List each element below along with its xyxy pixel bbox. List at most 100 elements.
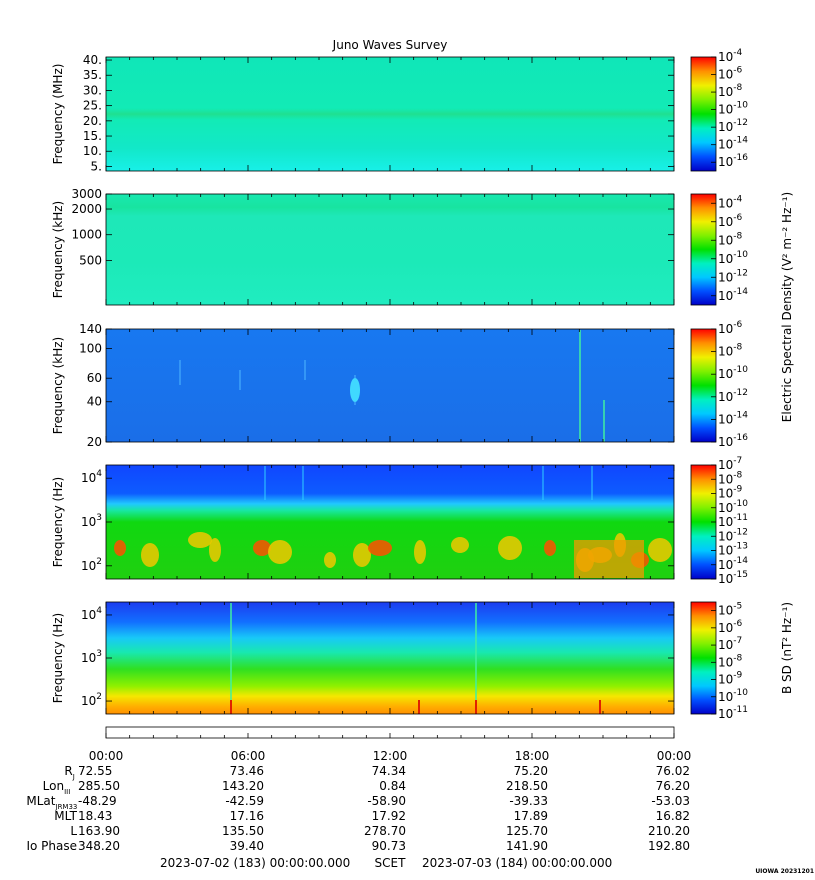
emission-burst — [114, 540, 126, 556]
panel-hz: 102 103 104 Frequency (Hz) — [51, 464, 675, 580]
ephemeris-value: 143.20 — [222, 779, 264, 793]
ephemeris-value: 192.80 — [648, 839, 690, 853]
colorbar-tick-label: 10-5 — [718, 602, 742, 618]
colorbar-tick-label: 10-8 — [718, 231, 743, 247]
y-tick-label: 35. — [83, 68, 102, 82]
colorbar-hz: 10-710-810-910-1010-1110-1210-1310-1410-… — [690, 456, 748, 586]
y-tick-label: 102 — [81, 557, 102, 573]
ephemeris-value: 135.50 — [222, 824, 264, 838]
y-tick-label: 2000 — [71, 202, 102, 216]
ephemeris-row-subscript: J — [72, 773, 75, 781]
colorbar-tick-label: 10-15 — [718, 570, 748, 586]
time-tick-label: 06:00 — [231, 749, 266, 763]
y-tick-label: 30. — [83, 83, 102, 97]
ephemeris-row-label: MLat — [26, 794, 55, 808]
time-axis: 00:00 06:00 12:00 18:00 00:00 R J 72.55 73.46 74.… — [26, 726, 692, 853]
colorbar-tick-label: 10-10 — [718, 365, 748, 381]
spectrogram-khz_low — [106, 329, 674, 442]
colorbar-khz_high: 10-4 10-6 10-8 10-10 10-12 10-14 — [690, 193, 748, 306]
ephemeris-value: -39.33 — [509, 794, 548, 808]
ephemeris-value: 39.40 — [230, 839, 264, 853]
ephemeris-value: -48.29 — [78, 794, 117, 808]
colorbar-tick-label: 10-8 — [718, 83, 743, 99]
y-tick-label: 5. — [91, 159, 102, 173]
chart-title: Juno Waves Survey — [332, 38, 448, 52]
emission-burst — [544, 540, 556, 556]
emission-burst — [648, 538, 672, 562]
ephemeris-value: 163.90 — [78, 824, 120, 838]
colorbar-tick-label: 10-8 — [718, 653, 743, 669]
ephemeris-row-label: Lon — [43, 779, 64, 793]
emission-burst — [324, 552, 336, 568]
ephemeris-row-subscript: JRM33 — [55, 803, 78, 811]
ephemeris-value: 72.55 — [78, 764, 112, 778]
ephemeris-value: 18.43 — [78, 809, 112, 823]
emission-burst — [253, 540, 271, 556]
ephemeris-value: 73.46 — [230, 764, 264, 778]
y-tick-label: 500 — [79, 253, 102, 267]
ephemeris-value: 75.20 — [514, 764, 548, 778]
ephemeris-value: 218.50 — [506, 779, 548, 793]
burst-blob — [350, 378, 360, 402]
emission-burst — [353, 543, 371, 567]
y-tick-label: 40. — [83, 53, 102, 67]
colorbar-gradient — [690, 193, 717, 306]
scet-start: 2023-07-02 (183) 00:00:00.000 — [160, 856, 350, 870]
ephemeris-value: 141.90 — [506, 839, 548, 853]
colorbar-tick-label: 10-9 — [718, 671, 743, 687]
spectrogram-bsd — [106, 602, 674, 714]
ephemeris-value: 90.73 — [372, 839, 406, 853]
colorbar-tick-label: 10-12 — [718, 268, 748, 284]
y-tick-label: 1000 — [71, 228, 102, 242]
panel-khz_low: 20 40 60 100 140 Frequency (kHz) — [51, 322, 675, 449]
time-tick-label: 12:00 — [373, 749, 408, 763]
ephemeris-value: 16.82 — [656, 809, 690, 823]
colorbar-tick-label: 10-14 — [718, 410, 748, 426]
time-tick-label: 00:00 — [657, 749, 692, 763]
y-axis-label: Frequency (MHz) — [51, 64, 65, 165]
colorbar-tick-label: 10-4 — [718, 48, 743, 64]
emission-burst — [268, 540, 292, 564]
colorbar-tick-label: 10-11 — [718, 705, 748, 721]
ephemeris-value: -53.03 — [651, 794, 690, 808]
scet-label: SCET — [375, 856, 407, 870]
y-tick-label: 60 — [87, 371, 102, 385]
colorbar-tick-label: 10-12 — [718, 118, 748, 134]
y-tick-label: 103 — [81, 513, 102, 529]
y-tick-label: 10. — [83, 144, 102, 158]
y-axis-label: Frequency (kHz) — [51, 337, 65, 434]
y-tick-label: 103 — [81, 649, 102, 665]
y-tick-label: 100 — [79, 342, 102, 356]
ephemeris-row-subscript: III — [64, 788, 70, 796]
colorbar-gradient — [690, 601, 717, 715]
colorbar-gradient — [690, 56, 717, 172]
colorbar-tick-label: 10-10 — [718, 101, 748, 117]
ephemeris-value: 17.92 — [372, 809, 406, 823]
colorbars: 10-410-610-810-1010-1210-1410-1610-410-6… — [690, 48, 748, 721]
colorbar-tick-label: 10-6 — [718, 619, 743, 635]
panel-mhz: 5.10.15.20.25. 30.35.40. Frequency (MHz) — [51, 53, 675, 173]
y-tick-label: 102 — [81, 692, 102, 708]
colorbar-tick-label: 10-14 — [718, 287, 748, 303]
colorbar-tick-label: 10-16 — [718, 153, 748, 169]
emission-burst — [209, 538, 221, 562]
panel-bsd: 102 103 104 Frequency (Hz) — [51, 601, 675, 715]
ephemeris-row-label: L — [70, 824, 77, 838]
colorbar-tick-label: 10-16 — [718, 433, 748, 449]
ephemeris-value: -58.90 — [367, 794, 406, 808]
shared-colorbar-label: Electric Spectral Density (V² m⁻² Hz⁻¹) — [780, 192, 794, 422]
time-tick-label: 00:00 — [89, 749, 124, 763]
bsd-colorbar-label: B SD (nT² Hz⁻¹) — [780, 602, 794, 694]
ephemeris-value: 74.34 — [372, 764, 406, 778]
ephemeris-value: 348.20 — [78, 839, 120, 853]
ephemeris-row-label: Io Phase — [26, 839, 77, 853]
ephemeris-value: 210.20 — [648, 824, 690, 838]
y-tick-label: 104 — [81, 469, 102, 485]
spectrogram-mhz — [106, 57, 674, 171]
y-tick-label: 40 — [87, 395, 102, 409]
colorbar-tick-label: 10-4 — [718, 194, 743, 210]
emission-region — [574, 540, 644, 578]
y-tick-label: 140 — [79, 322, 102, 336]
